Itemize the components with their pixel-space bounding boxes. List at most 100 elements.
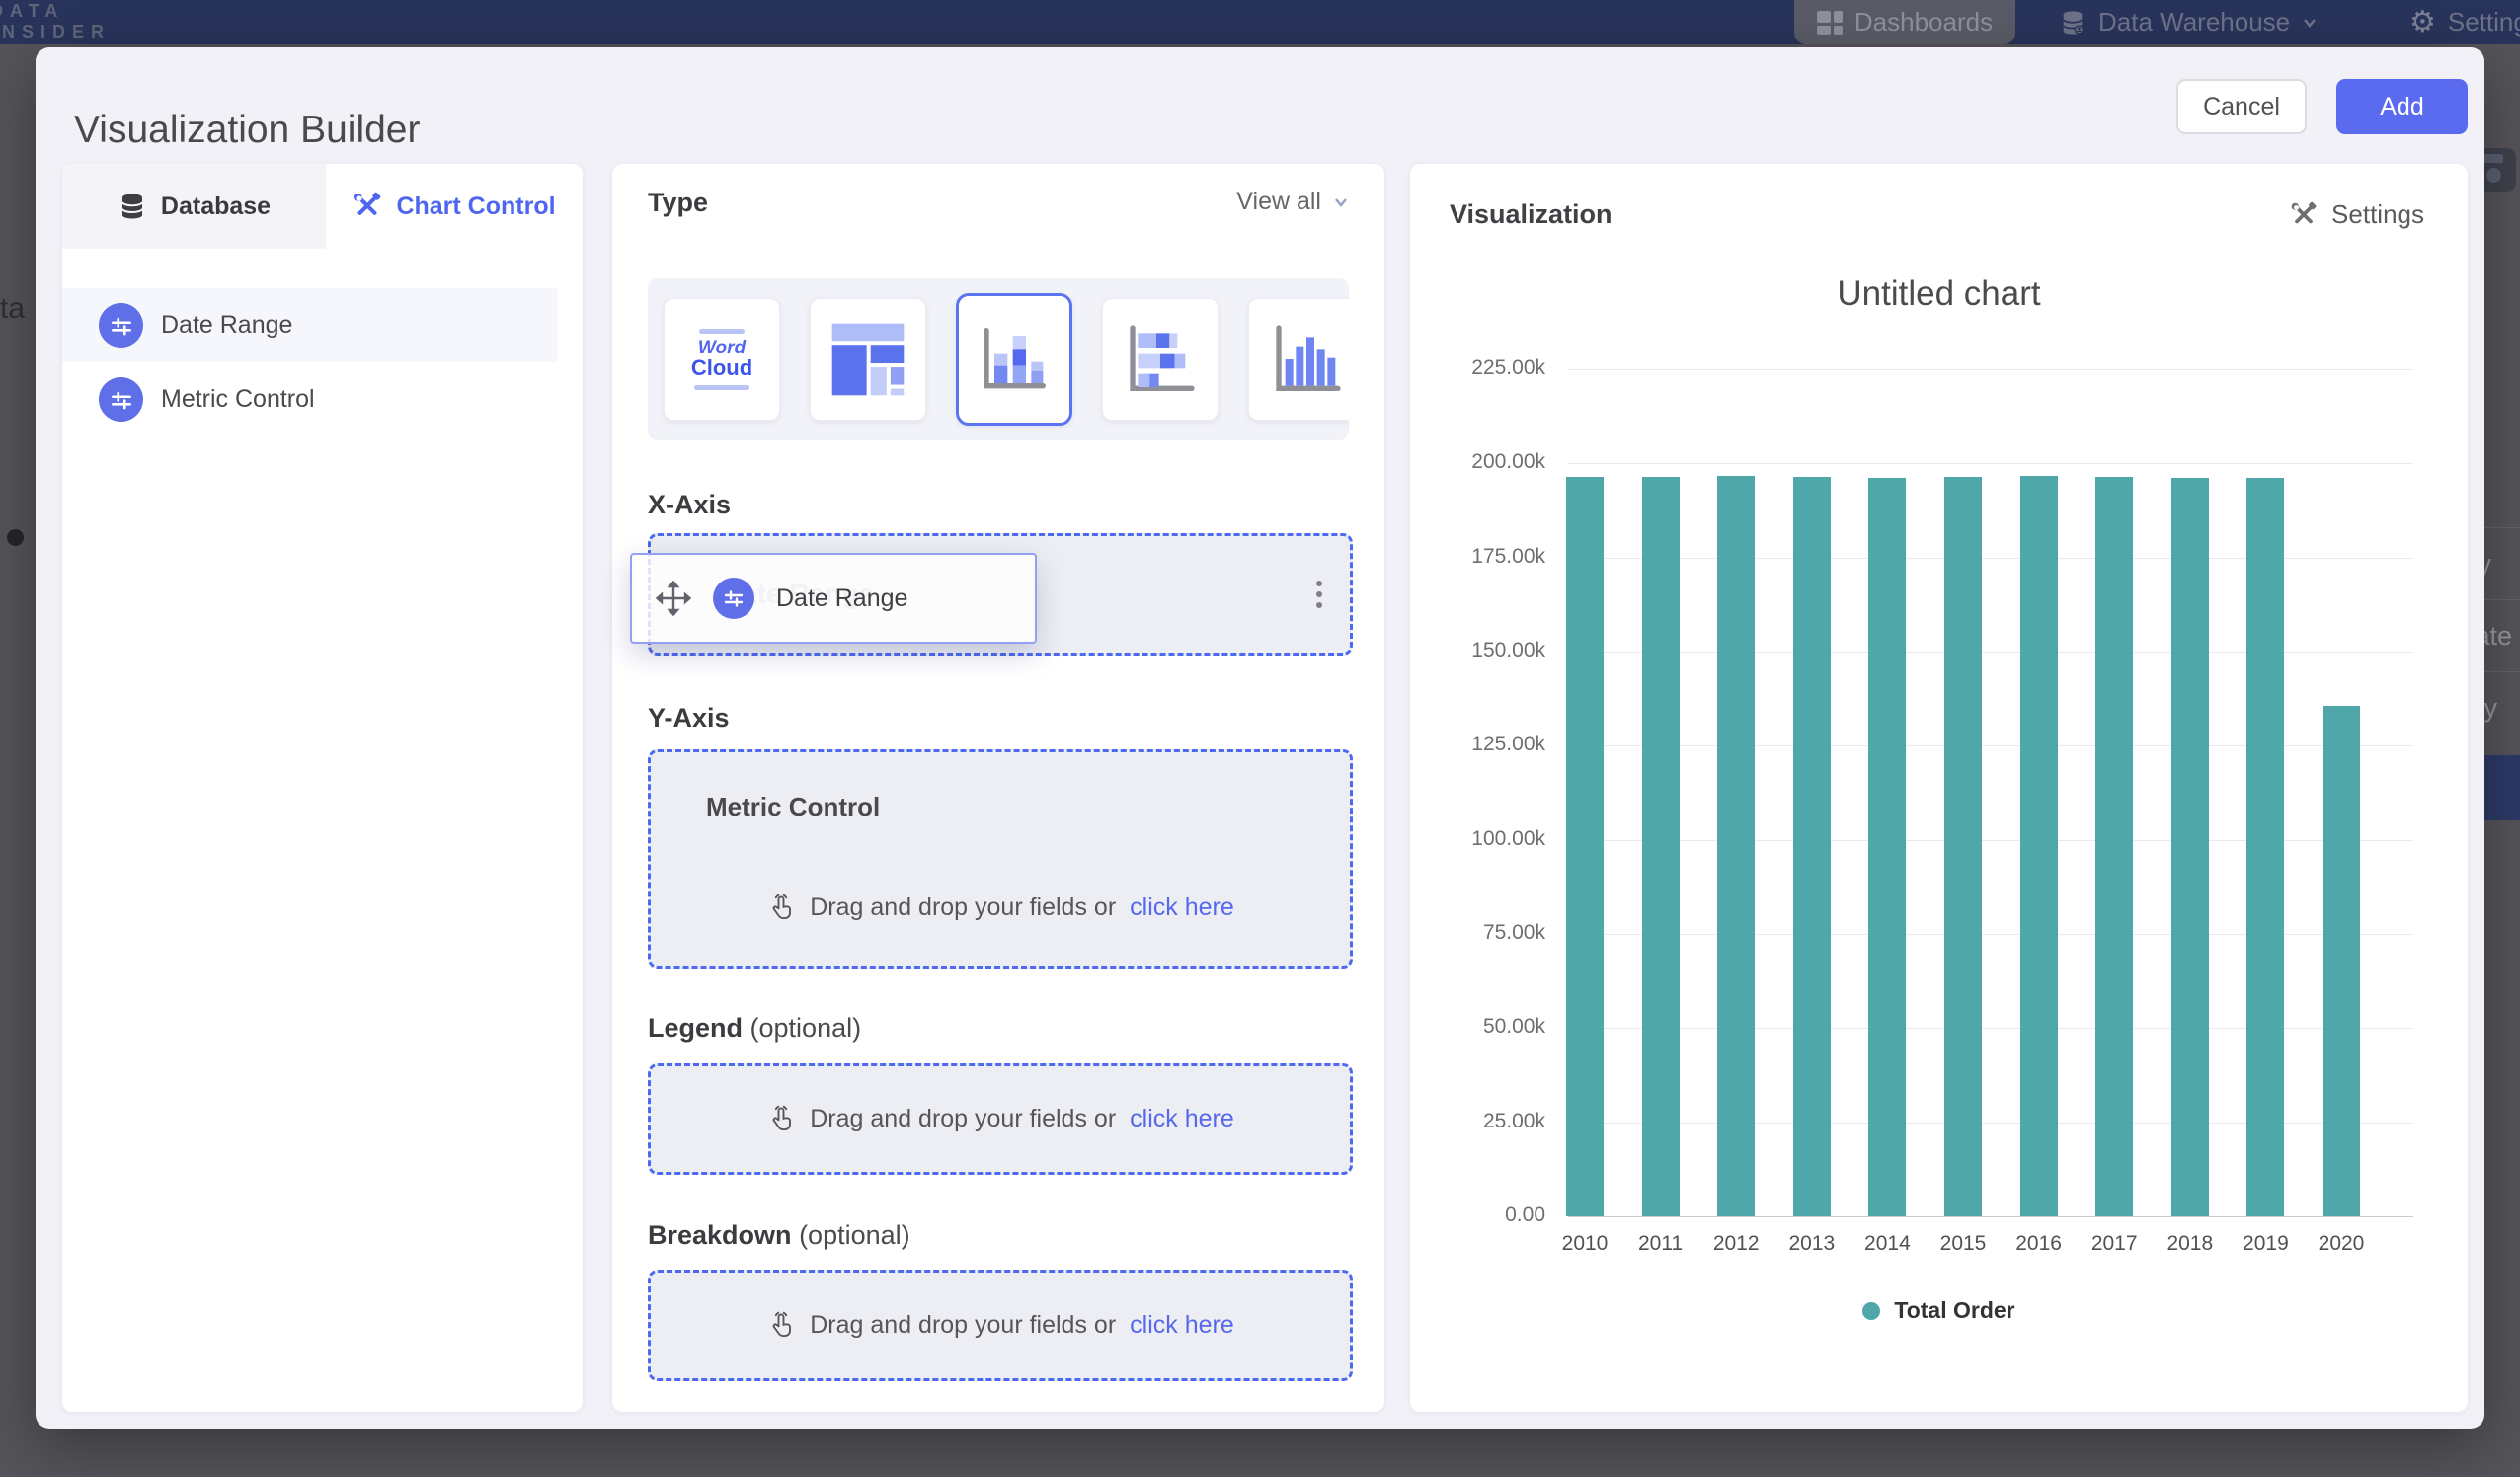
y-axis-tick-label: 0.00: [1505, 1204, 1545, 1226]
x-axis-tick-label: 2015: [1939, 1232, 1987, 1255]
background-text-fragment: ta: [0, 292, 26, 325]
app-logo: DATA INSIDER: [0, 1, 111, 42]
dragged-chip-date-range[interactable]: Date Range: [630, 553, 1037, 644]
tab-database-label: Database: [160, 192, 272, 220]
chart-bar-2014: [1868, 478, 1907, 1216]
chart-type-word-cloud[interactable]: Word Cloud: [664, 298, 780, 421]
chevron-down-icon: [1335, 197, 1347, 207]
chart-type-stacked-column-selected[interactable]: [956, 293, 1072, 426]
view-all-label: View all: [1236, 188, 1321, 215]
tab-chart-control[interactable]: Chart Control: [326, 164, 583, 249]
click-here-link[interactable]: click here: [1130, 893, 1234, 921]
drop-hint-text: Drag and drop your fields or: [810, 1104, 1117, 1132]
chart-type-strip: Word Cloud: [648, 278, 1349, 440]
x-axis-tick-label: 2017: [2090, 1232, 2138, 1255]
chart-gridline: [1568, 1216, 2413, 1217]
y-axis-tick-label: 125.00k: [1471, 733, 1545, 756]
legend-dropzone[interactable]: Drag and drop your fields or click here: [648, 1063, 1353, 1175]
drop-hint-text: Drag and drop your fields or: [810, 893, 1117, 921]
y-axis-tick-label: 50.00k: [1482, 1015, 1545, 1039]
nav-dashboards-label: Dashboards: [1853, 7, 1994, 37]
breakdown-optional-label: (optional): [799, 1220, 910, 1250]
background-bullet-dot: [7, 529, 24, 546]
nav-data-warehouse[interactable]: Data Warehouse: [2059, 0, 2318, 44]
chart-bar-2019: [2246, 477, 2285, 1216]
nav-dashboards[interactable]: Dashboards: [1794, 0, 2015, 44]
chart-gridline: [1568, 745, 2413, 747]
chip-label: Date Range: [776, 583, 908, 612]
x-axis-tick-label: 2012: [1712, 1232, 1760, 1255]
chart-gridline: [1568, 652, 2413, 653]
chart-legend[interactable]: Total Order: [1410, 1297, 2468, 1324]
x-axis-tick-label: 2019: [2243, 1232, 2289, 1255]
chart-gridline: [1568, 557, 2413, 559]
drop-hint-text: Drag and drop your fields or: [810, 1310, 1117, 1339]
chart-type-stacked-bar[interactable]: [1102, 298, 1219, 421]
field-item-label: Date Range: [161, 311, 293, 339]
chart-type-column[interactable]: [1248, 298, 1349, 421]
chart-gridline: [1568, 463, 2413, 465]
breakdown-heading: Breakdown (optional): [648, 1220, 910, 1251]
y-axis-tick-label: 150.00k: [1471, 639, 1545, 661]
field-item-metric-control[interactable]: Metric Control: [62, 362, 558, 436]
control-sliders-icon: [99, 377, 143, 422]
stacked-bar-icon: [1130, 325, 1195, 391]
y-axis-tick-label: 200.00k: [1471, 450, 1545, 474]
chart-bar-2011: [1641, 477, 1680, 1216]
chart-settings-button[interactable]: Settings: [2290, 199, 2424, 230]
visualization-builder-modal: Visualization Builder Cancel Add Databas…: [36, 47, 2484, 1429]
legend-heading: Legend (optional): [648, 1013, 861, 1044]
breakdown-heading-label: Breakdown: [648, 1220, 792, 1250]
chevron-down-icon: [2304, 18, 2317, 28]
modal-title: Visualization Builder: [74, 109, 421, 151]
y-axis-dropzone[interactable]: Metric Control Drag and drop your fields…: [648, 749, 1353, 969]
builder-panel: Type View all Word Cloud: [612, 164, 1384, 1412]
click-here-link[interactable]: click here: [1130, 1104, 1234, 1132]
y-axis-tick-label: 175.00k: [1471, 544, 1545, 568]
legend-dot: [1862, 1301, 1881, 1320]
cancel-button[interactable]: Cancel: [2176, 79, 2307, 134]
tap-hand-icon: [772, 894, 792, 919]
stacked-column-icon: [984, 328, 1046, 389]
view-all-dropdown[interactable]: View all: [1183, 188, 1349, 216]
chart-gridline: [1568, 369, 2413, 370]
word-cloud-word: Cloud: [690, 355, 753, 380]
tab-database[interactable]: Database: [62, 164, 326, 249]
database-icon: [120, 194, 143, 219]
add-button[interactable]: Add: [2336, 79, 2468, 134]
x-axis-tick-label: 2010: [1561, 1232, 1609, 1255]
chart-bar-2016: [2019, 475, 2058, 1216]
chart-title: Untitled chart: [1837, 274, 2041, 313]
x-axis-tick-label: 2018: [2166, 1232, 2214, 1255]
chart-bar-2018: [2170, 478, 2209, 1216]
chart-bar-2020: [2323, 706, 2360, 1216]
chart-gridline: [1568, 1028, 2413, 1030]
chart-gridline: [1568, 839, 2413, 841]
column-chart-icon: [1276, 325, 1341, 391]
chart-type-treemap[interactable]: [810, 298, 926, 421]
type-heading: Type: [648, 188, 709, 217]
y-axis-tick-label: 225.00k: [1471, 356, 1545, 379]
visualization-panel: Visualization Settings Untitled chart 22…: [1410, 164, 2468, 1412]
tools-icon: [2291, 201, 2317, 223]
click-here-link[interactable]: click here: [1130, 1310, 1234, 1339]
tools-icon: [354, 192, 381, 215]
legend-optional-label: (optional): [749, 1013, 862, 1043]
nav-settings-label: Settings: [2447, 7, 2520, 37]
y-axis-tick-label: 25.00k: [1482, 1109, 1545, 1132]
gear-icon: ⚙: [2409, 5, 2436, 39]
chart-gridline: [1568, 934, 2413, 935]
dashboard-grid-icon: [1816, 10, 1843, 35]
kebab-menu-icon[interactable]: [1316, 576, 1322, 613]
breakdown-dropzone[interactable]: Drag and drop your fields or click here: [648, 1270, 1353, 1381]
move-icon: [656, 581, 691, 616]
control-sliders-icon: [713, 578, 754, 619]
fields-panel: Database Chart Control Date: [62, 164, 583, 1412]
field-item-date-range[interactable]: Date Range: [62, 288, 558, 362]
nav-settings[interactable]: ⚙ Settings: [2409, 0, 2520, 44]
database-icon: [2062, 10, 2085, 35]
logo-line-2: INSIDER: [0, 22, 112, 41]
y-axis-control-label: Metric Control: [706, 792, 881, 821]
tap-hand-icon: [772, 1311, 792, 1337]
